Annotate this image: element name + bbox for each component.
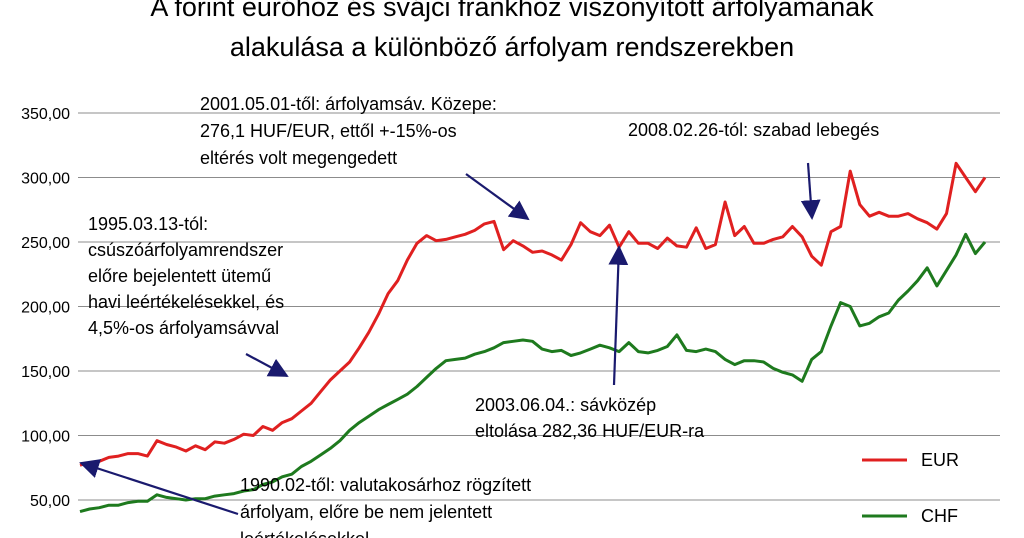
y-tick-label-4: 250,00 (21, 235, 70, 252)
chart-title: A forint euróhoz és svájci frankhoz visz… (150, 0, 874, 62)
gridlines (78, 112, 1000, 501)
series-lines (79, 161, 987, 514)
arrow-1995-crawling-peg (245, 353, 289, 377)
annotation-arrows (79, 162, 821, 516)
annotations: 2001.05.01-től: árfolyamsáv. Közepe: 276… (88, 94, 879, 538)
annotation-2003-shift: 2003.06.04.: sávközép eltolása 282,36 HU… (475, 395, 705, 441)
y-tick-label-5: 300,00 (21, 171, 70, 188)
annotation-1990-basket-peg: 1990.02-től: valutakosárhoz rögzített ár… (240, 475, 536, 538)
series-line-eur (79, 161, 987, 467)
arrow-2003-shift (608, 245, 629, 386)
annotation-1995-crawling-peg: 1995.03.13-tól: csúszóárfolyamrendszer e… (88, 214, 289, 338)
annotation-2008-float: 2008.02.26-tól: szabad lebegés (628, 120, 879, 140)
y-tick-label-0: 50,00 (30, 493, 70, 510)
legend: EUR CHF (862, 450, 959, 526)
y-tick-label-1: 100,00 (21, 429, 70, 446)
annotation-2001-band: 2001.05.01-től: árfolyamsáv. Közepe: 276… (200, 94, 502, 168)
arrow-2001-band (465, 173, 530, 221)
chart-title-line-1: A forint euróhoz és svájci frankhoz visz… (150, 0, 874, 22)
series-line-chf (79, 232, 987, 514)
y-axis-tick-labels: 50,00 100,00 150,00 200,00 250,00 300,00 350,0… (21, 106, 70, 510)
arrow-1990-basket-peg (79, 459, 239, 516)
legend-label-eur: EUR (921, 450, 959, 470)
y-tick-label-2: 150,00 (21, 364, 70, 381)
arrow-2008-float (800, 162, 821, 220)
y-tick-label-3: 200,00 (21, 300, 70, 317)
chart-title-line-2: alakulása a különböző árfolyam rendszere… (230, 32, 794, 62)
legend-label-chf: CHF (921, 506, 958, 526)
y-tick-label-6: 350,00 (21, 106, 70, 123)
